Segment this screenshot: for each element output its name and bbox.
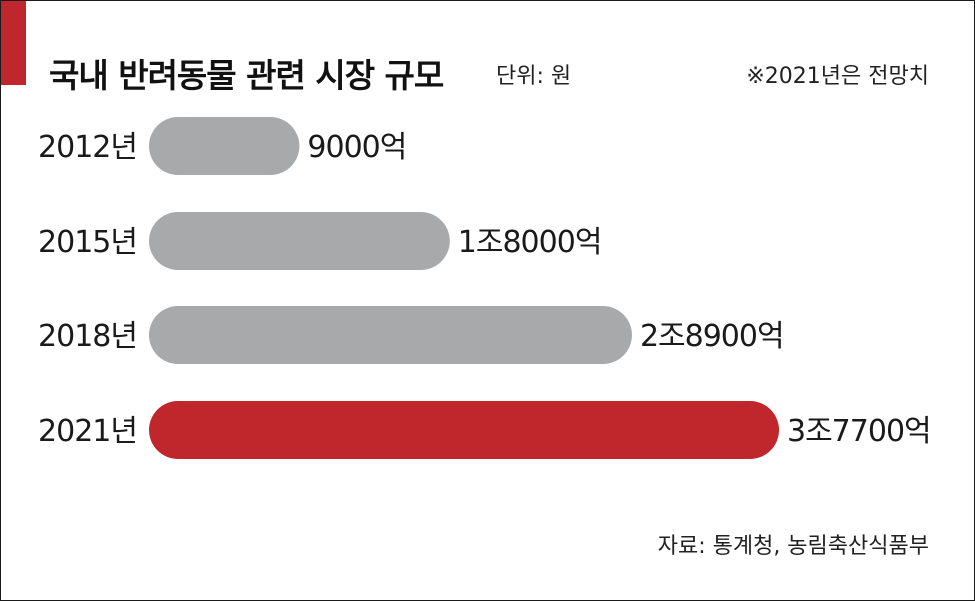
year-label: 2015년	[38, 225, 137, 260]
bar	[149, 212, 450, 270]
year-label: 2021년	[38, 414, 137, 449]
value-label: 1조8000억	[458, 225, 602, 260]
year-label: 2018년	[38, 319, 137, 354]
year-label: 2012년	[38, 130, 137, 165]
bar	[149, 117, 300, 175]
value-label: 9000억	[307, 130, 406, 165]
bar	[149, 401, 779, 459]
bar	[149, 306, 632, 364]
forecast-note: ※2021년은 전망치	[746, 64, 929, 89]
accent-bar	[1, 1, 26, 85]
value-label: 2조8900억	[640, 319, 784, 354]
unit-label: 단위: 원	[496, 64, 572, 89]
source-note: 자료: 통계청, 농림축산식품부	[657, 534, 929, 559]
chart-title: 국내 반려동물 관련 시장 규모	[49, 56, 444, 95]
value-label: 3조7700억	[787, 414, 931, 449]
